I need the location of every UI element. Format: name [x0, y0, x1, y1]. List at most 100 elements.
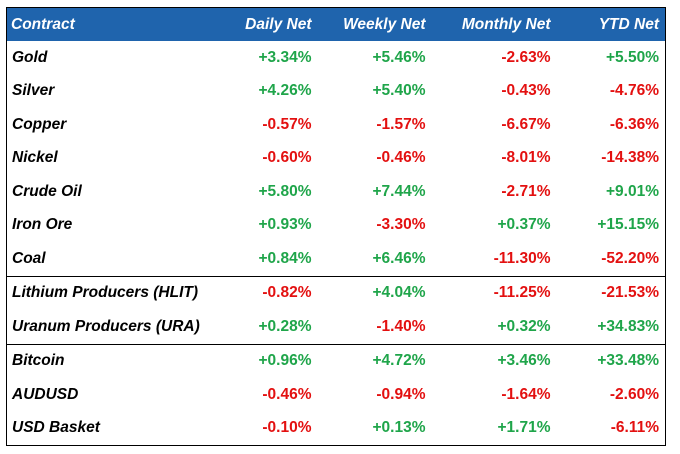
- percent-value: -0.94%: [376, 385, 426, 403]
- monthly-net-cell: -8.01%: [428, 142, 553, 176]
- percent-value: -0.10%: [262, 419, 312, 437]
- weekly-net-cell: +7.44%: [314, 175, 428, 209]
- header-weekly-net: Weekly Net: [343, 15, 426, 33]
- percent-value: +0.96%: [258, 352, 312, 370]
- weekly-net-cell: +5.46%: [314, 41, 428, 75]
- contract-name: Iron Ore: [12, 216, 73, 234]
- monthly-net-cell: +0.37%: [428, 209, 553, 243]
- percent-value: +0.37%: [497, 216, 551, 234]
- percent-value: +0.13%: [372, 419, 426, 437]
- percent-value: -0.57%: [262, 115, 312, 133]
- contract-name: Copper: [12, 115, 67, 133]
- daily-net-cell: -0.60%: [226, 142, 314, 176]
- daily-net-cell: +0.96%: [225, 343, 314, 378]
- percent-value: +0.84%: [258, 249, 312, 267]
- percent-value: -14.38%: [601, 149, 659, 167]
- table-row: Gold +3.34% +5.46% -2.63% +5.50%: [7, 41, 666, 75]
- monthly-net-cell: +0.32%: [428, 310, 553, 344]
- weekly-net-cell: +4.72%: [313, 343, 428, 378]
- monthly-net-cell: -0.43%: [428, 75, 553, 109]
- percent-value: +4.04%: [372, 284, 426, 302]
- monthly-net-cell: -11.30%: [428, 242, 553, 276]
- percent-value: +5.80%: [258, 182, 312, 200]
- weekly-net-cell: +5.40%: [314, 75, 428, 109]
- percent-value: -2.63%: [501, 48, 551, 66]
- daily-net-cell: +0.84%: [226, 242, 314, 276]
- daily-net-cell: -0.82%: [225, 275, 314, 310]
- table-row: Lithium Producers (HLIT) -0.82% +4.04% -11.…: [6, 275, 666, 310]
- ytd-net-cell: +34.83%: [553, 310, 666, 344]
- ytd-net-cell: +15.15%: [553, 209, 666, 243]
- daily-net-cell: -0.46%: [226, 378, 314, 412]
- percent-value: -1.40%: [376, 317, 426, 335]
- percent-value: -0.46%: [262, 385, 312, 403]
- monthly-net-cell: -6.67%: [428, 108, 553, 142]
- percent-value: -11.30%: [493, 249, 551, 267]
- percent-value: +4.72%: [372, 352, 426, 370]
- contract-name: Uranum Producers (URA): [12, 317, 200, 335]
- percent-value: +7.44%: [372, 182, 426, 200]
- ytd-net-cell: +5.50%: [553, 41, 666, 75]
- table-body: Gold +3.34% +5.46% -2.63% +5.50% Silver +4.26%…: [6, 41, 666, 446]
- header-row: Contract Daily Net Weekly Net Monthly Ne…: [6, 7, 666, 41]
- header-daily-net: Daily Net: [245, 15, 312, 33]
- contract-name: Lithium Producers (HLIT): [6, 275, 226, 310]
- monthly-net-cell: +3.46%: [427, 343, 553, 378]
- daily-net-cell: +3.34%: [226, 41, 314, 75]
- percent-value: +5.50%: [605, 48, 659, 66]
- percent-value: -1.64%: [501, 385, 551, 403]
- ytd-net-cell: -2.60%: [553, 378, 666, 412]
- table-row: Crude Oil +5.80% +7.44% -2.71% +9.01%: [7, 175, 666, 209]
- percent-value: +5.40%: [372, 82, 426, 100]
- table-row: USD Basket -0.10% +0.13% +1.71% -6.11%: [7, 412, 666, 446]
- percent-value: +1.71%: [497, 419, 551, 437]
- percent-value: -0.46%: [376, 149, 426, 167]
- weekly-net-cell: +0.13%: [314, 412, 428, 446]
- percent-value: -4.76%: [609, 82, 659, 100]
- percent-value: -6.11%: [610, 419, 659, 437]
- percent-value: -0.43%: [501, 82, 551, 100]
- percent-value: +6.46%: [372, 249, 426, 267]
- monthly-net-cell: -2.63%: [428, 41, 553, 75]
- contract-name: Gold: [12, 48, 48, 66]
- ytd-net-cell: -4.76%: [553, 75, 666, 109]
- daily-net-cell: +4.26%: [226, 75, 314, 109]
- percent-value: +5.46%: [372, 48, 426, 66]
- percent-value: +33.48%: [597, 352, 659, 370]
- monthly-net-cell: +1.71%: [428, 412, 553, 446]
- percent-value: -2.71%: [501, 182, 551, 200]
- monthly-net-cell: -1.64%: [428, 378, 553, 412]
- monthly-net-cell: -11.25%: [427, 275, 553, 310]
- percent-value: -21.53%: [601, 284, 659, 302]
- ytd-net-cell: -21.53%: [552, 275, 666, 310]
- percent-value: +3.34%: [258, 48, 312, 66]
- contract-name: Bitcoin: [6, 343, 226, 378]
- percent-value: -2.60%: [609, 385, 659, 403]
- monthly-net-cell: -2.71%: [428, 175, 553, 209]
- header-ytd-net: YTD Net: [598, 15, 659, 33]
- ytd-net-cell: +9.01%: [553, 175, 666, 209]
- table-row: Silver +4.26% +5.40% -0.43% -4.76%: [7, 75, 666, 109]
- table-row: Copper -0.57% -1.57% -6.67% -6.36%: [7, 108, 666, 142]
- contract-name: USD Basket: [12, 419, 100, 437]
- contract-name: Coal: [12, 249, 46, 267]
- percent-value: -0.82%: [262, 284, 312, 302]
- percent-value: -8.01%: [501, 149, 551, 167]
- weekly-net-cell: -0.46%: [314, 142, 428, 176]
- weekly-net-cell: -1.40%: [314, 310, 428, 344]
- percent-value: -6.36%: [609, 115, 659, 133]
- table-row: Uranum Producers (URA) +0.28% -1.40% +0.32%…: [7, 310, 666, 344]
- contract-name: Crude Oil: [12, 182, 82, 200]
- daily-net-cell: +0.93%: [226, 209, 314, 243]
- contract-name: Silver: [12, 82, 55, 100]
- daily-net-cell: -0.57%: [226, 108, 314, 142]
- daily-net-cell: +0.28%: [226, 310, 314, 344]
- percent-value: +3.46%: [497, 352, 551, 370]
- percent-value: +15.15%: [597, 216, 659, 234]
- table-row: Nickel -0.60% -0.46% -8.01% -14.38%: [7, 142, 666, 176]
- percent-value: +0.93%: [258, 216, 312, 234]
- table-row: AUDUSD -0.46% -0.94% -1.64% -2.60%: [7, 378, 666, 412]
- performance-table-container: Contract Daily Net Weekly Net Monthly Ne…: [6, 7, 666, 446]
- weekly-net-cell: +6.46%: [314, 242, 428, 276]
- percent-value: -0.60%: [262, 149, 312, 167]
